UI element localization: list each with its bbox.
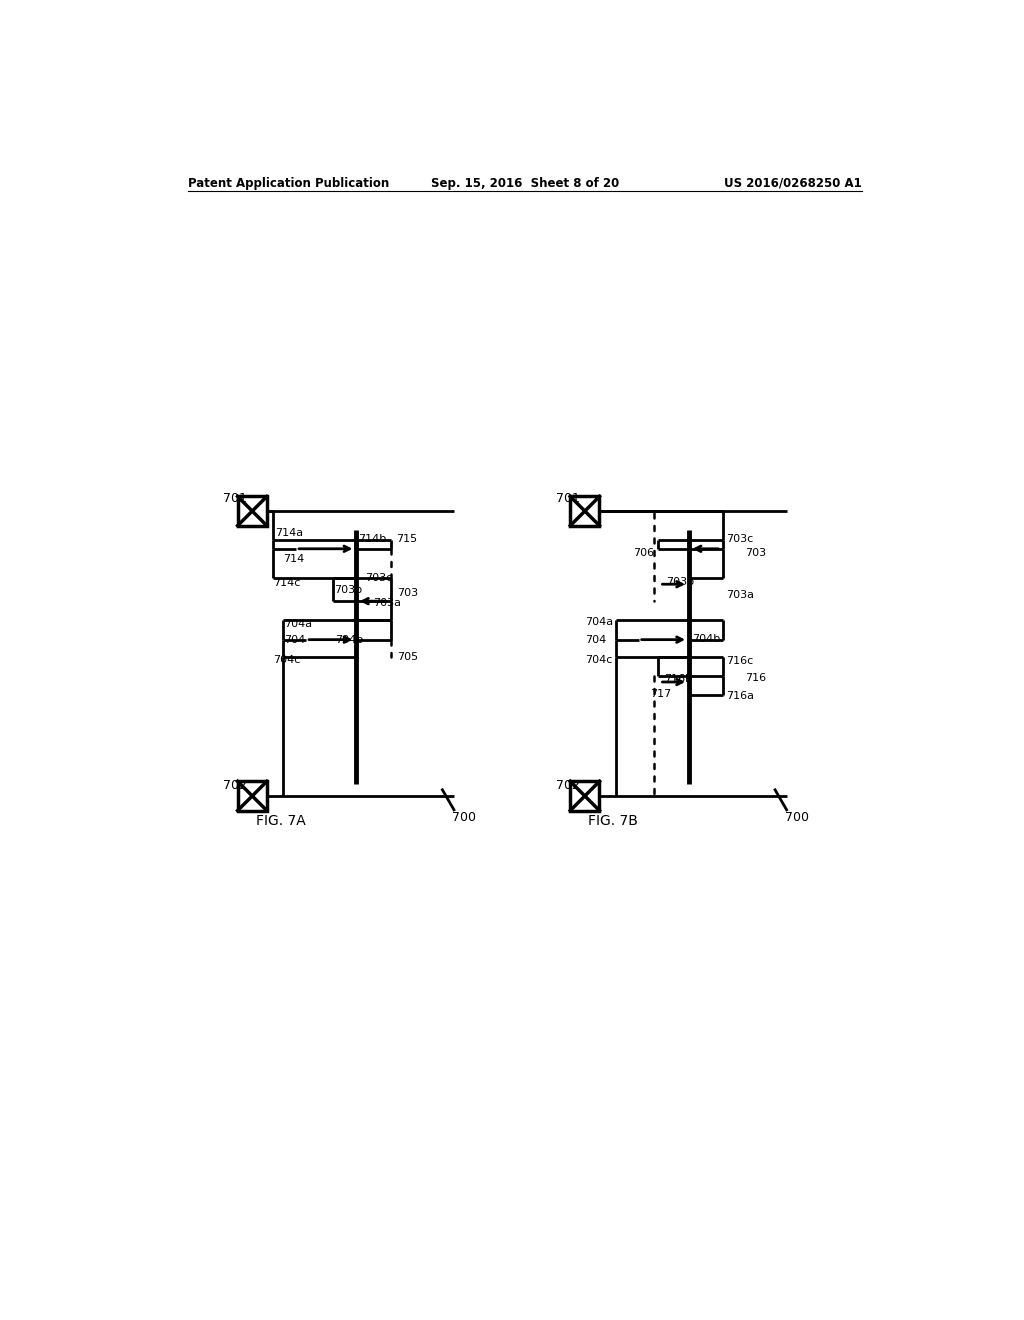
Text: 714: 714 (283, 554, 304, 564)
Text: 701: 701 (556, 492, 580, 506)
Text: 716a: 716a (727, 690, 755, 701)
Text: 703b: 703b (334, 585, 361, 594)
Text: 703: 703 (745, 548, 766, 558)
Text: 715: 715 (396, 533, 418, 544)
Text: 716: 716 (745, 673, 766, 684)
Text: 705: 705 (397, 652, 418, 661)
Bar (238, 781, 267, 810)
Bar (238, 496, 267, 525)
Text: 703c: 703c (366, 573, 392, 583)
Text: US 2016/0268250 A1: US 2016/0268250 A1 (724, 177, 862, 190)
Text: 703b: 703b (666, 577, 694, 587)
Text: 700: 700 (785, 810, 809, 824)
Text: 704b: 704b (335, 635, 362, 644)
Text: 704c: 704c (585, 656, 612, 665)
Text: 702: 702 (556, 779, 580, 792)
Text: Patent Application Publication: Patent Application Publication (188, 177, 389, 190)
Text: 716b: 716b (665, 675, 692, 684)
Bar (570, 496, 599, 525)
Text: 716c: 716c (727, 656, 754, 667)
Text: 700: 700 (453, 810, 476, 824)
Text: 704c: 704c (273, 656, 300, 665)
Text: 704a: 704a (585, 616, 613, 627)
Text: 714a: 714a (275, 528, 303, 539)
Text: 703a: 703a (727, 590, 755, 601)
Text: 704a: 704a (285, 619, 312, 630)
Text: 704b: 704b (692, 634, 720, 644)
Text: 703c: 703c (727, 533, 754, 544)
Text: 714c: 714c (273, 578, 300, 589)
Text: Sep. 15, 2016  Sheet 8 of 20: Sep. 15, 2016 Sheet 8 of 20 (431, 177, 618, 190)
Text: 704: 704 (585, 635, 606, 645)
Text: FIG. 7B: FIG. 7B (589, 813, 638, 828)
Text: 703a: 703a (373, 598, 401, 609)
Text: 701: 701 (223, 492, 247, 506)
Text: 702: 702 (223, 779, 247, 792)
Text: 714b: 714b (358, 533, 387, 544)
Text: 704: 704 (285, 635, 306, 645)
Bar (570, 781, 599, 810)
Text: 717: 717 (650, 689, 672, 698)
Text: FIG. 7A: FIG. 7A (256, 813, 305, 828)
Text: 706: 706 (633, 548, 653, 557)
Text: 703: 703 (397, 587, 418, 598)
